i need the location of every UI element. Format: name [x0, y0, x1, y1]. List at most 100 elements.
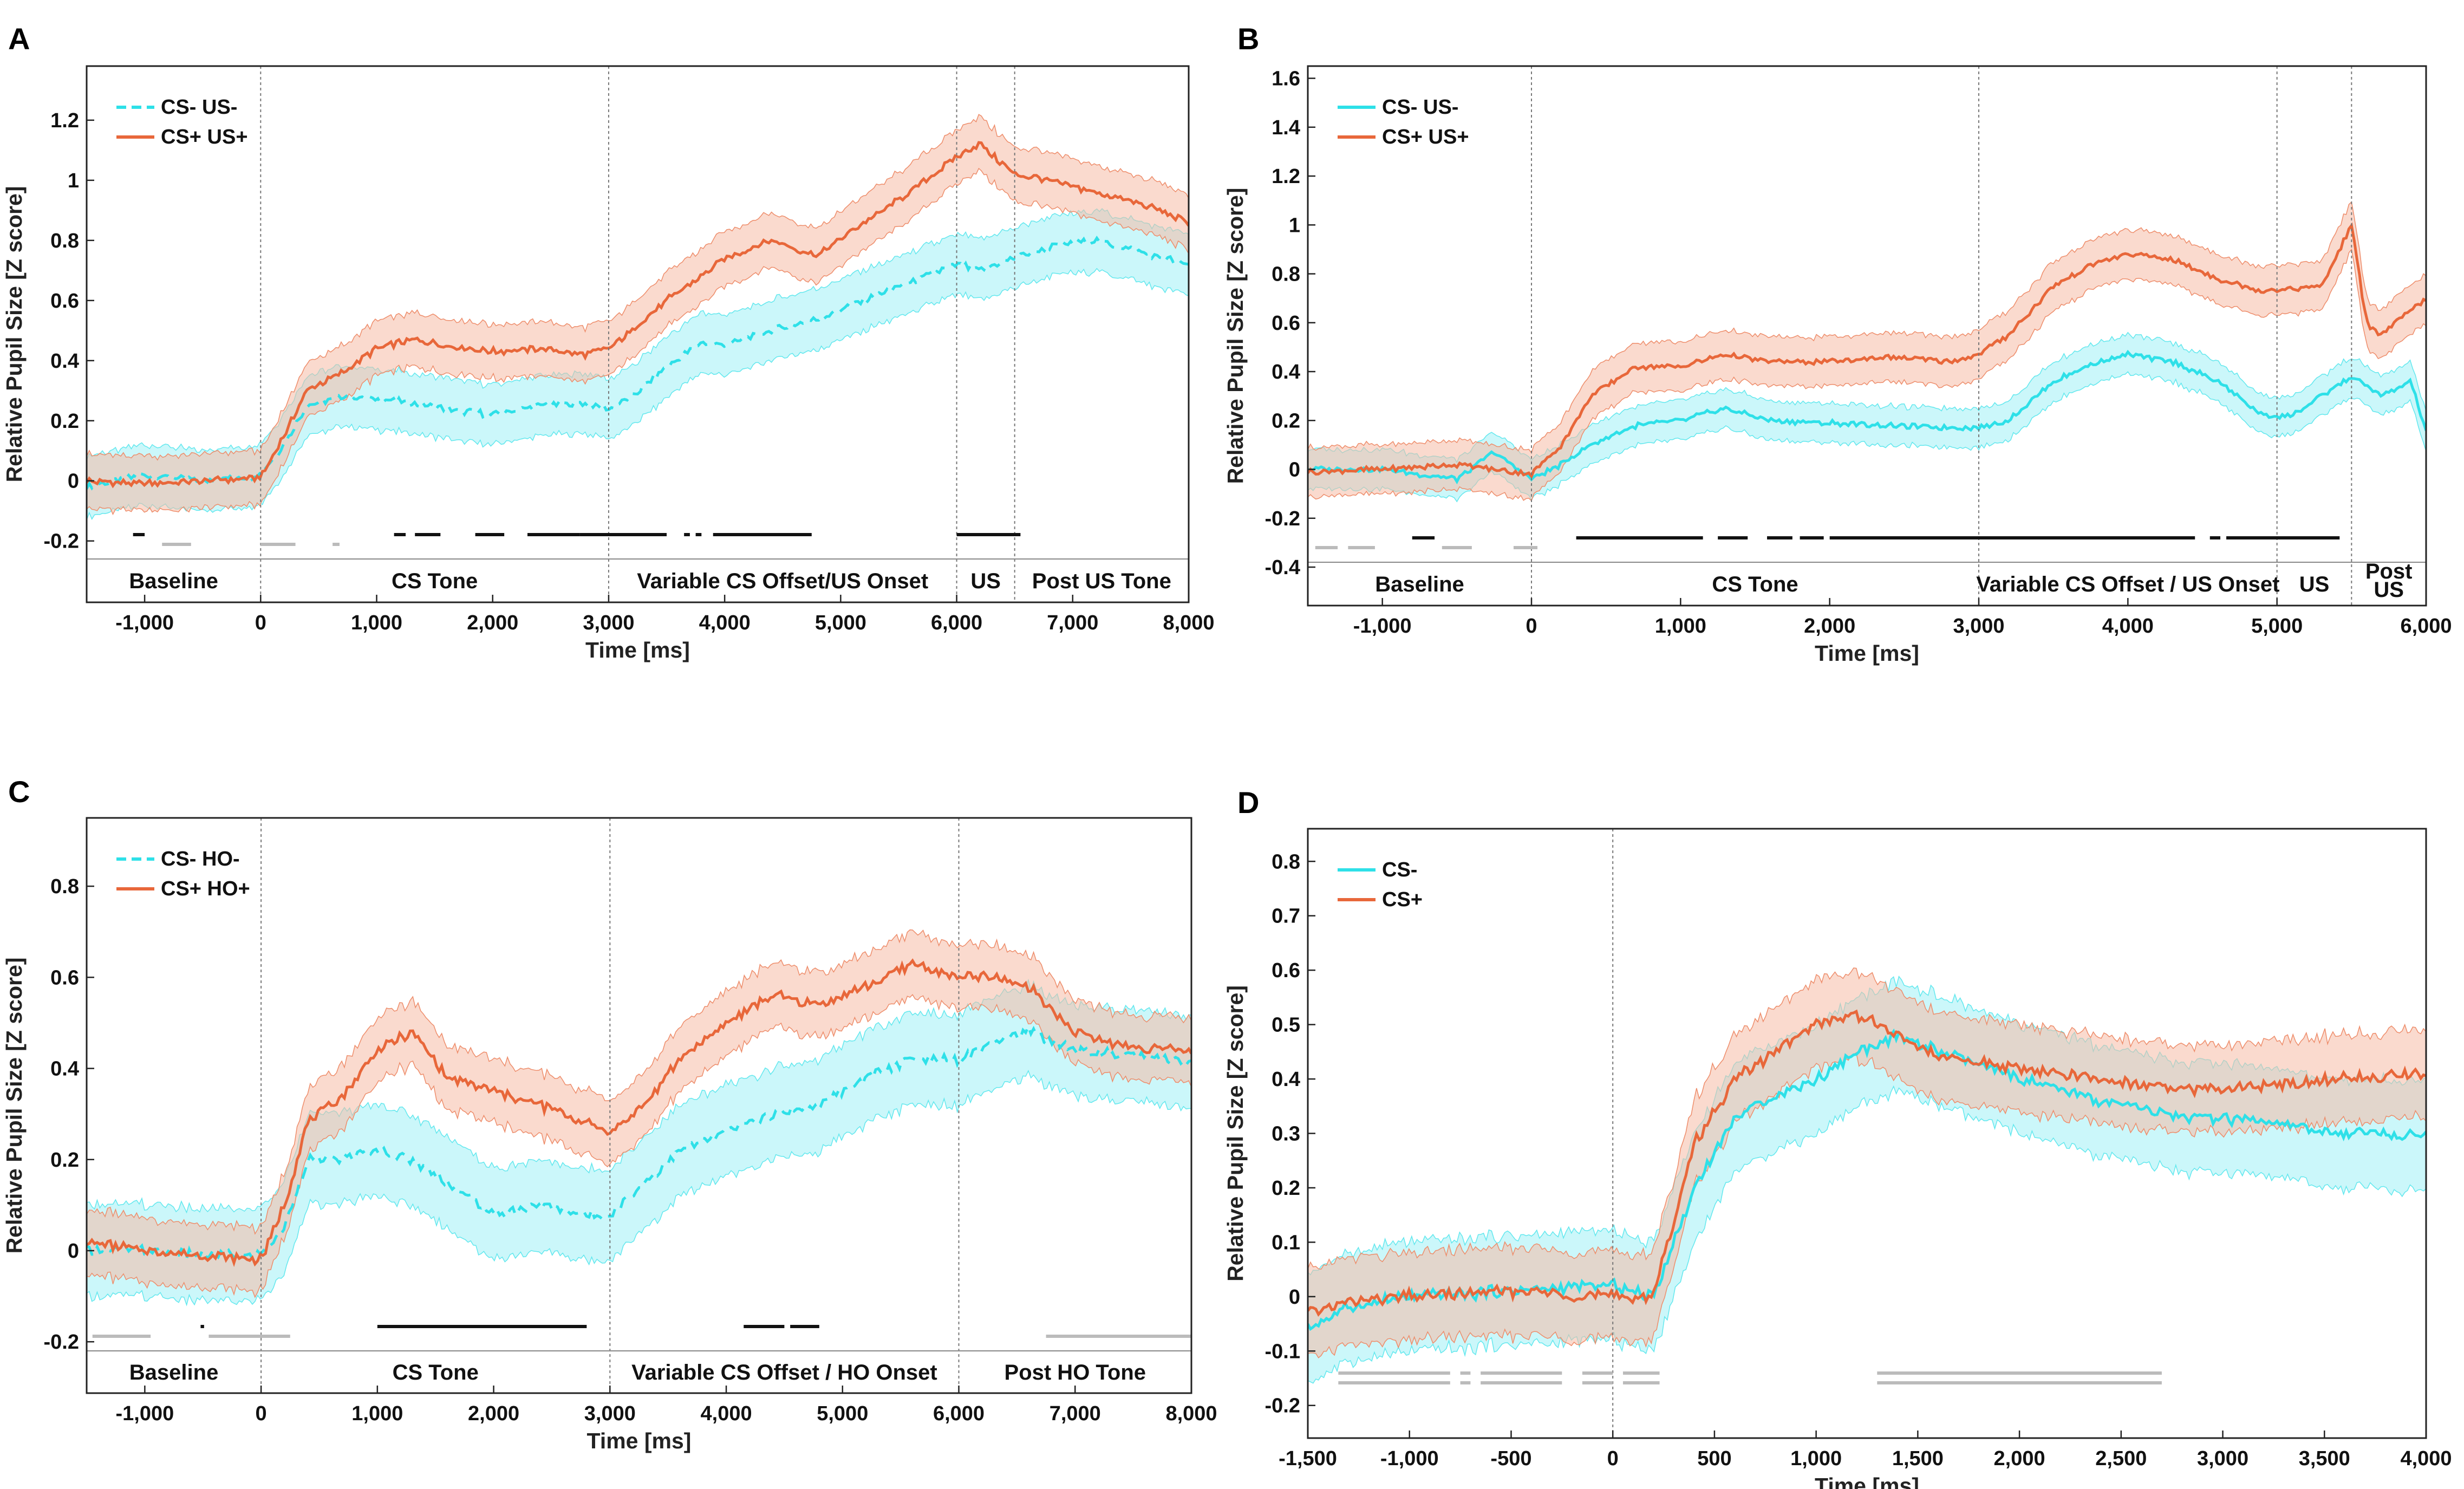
y-tick-label: -0.2 — [44, 1331, 79, 1354]
x-tick-label: 4,000 — [2400, 1447, 2452, 1470]
x-tick-label: 7,000 — [1050, 1402, 1101, 1425]
y-tick-label: 0.4 — [1272, 361, 1300, 383]
x-tick-label: 7,000 — [1047, 612, 1098, 634]
x-tick-label: 0 — [1607, 1447, 1619, 1470]
x-tick-label: 1,000 — [1655, 615, 1706, 638]
axes-frame — [86, 65, 1190, 603]
series-line-cs-ho- — [87, 1022, 1191, 1263]
x-axis-label: Time [ms] — [587, 1428, 692, 1453]
x-tick-label: -1,000 — [115, 1402, 174, 1425]
sem-band-cs- — [1308, 967, 2426, 1358]
phase-label: Variable CS Offset / HO Onset — [631, 1361, 937, 1384]
legend-label: CS- US- — [1382, 96, 1458, 119]
sem-band-cs-us- — [1308, 331, 2426, 503]
x-tick-label: 8,000 — [1165, 1402, 1217, 1425]
series-line-cs-us- — [1308, 349, 2426, 485]
y-tick-label: 1.2 — [50, 109, 79, 132]
axes-frame — [1307, 65, 2427, 607]
legend-label: CS- HO- — [161, 848, 240, 870]
y-tick-label: 0.4 — [50, 1058, 79, 1081]
y-tick-label: 0.2 — [1272, 1177, 1300, 1200]
series-line-cs-ho- — [87, 958, 1191, 1267]
y-tick-label: 1 — [68, 170, 79, 192]
x-tick-label: 2,000 — [1804, 615, 1855, 638]
phase-label: Post HO Tone — [1005, 1361, 1146, 1384]
y-tick-label: 0.8 — [1272, 850, 1300, 873]
y-tick-label: 0.2 — [1272, 409, 1300, 432]
x-tick-label: 0 — [256, 1402, 267, 1425]
panel-letter: D — [1237, 785, 1259, 820]
phase-label: Post — [2365, 560, 2413, 583]
x-tick-label: 5,000 — [815, 612, 866, 634]
x-tick-label: 6,000 — [931, 612, 982, 634]
x-tick-label: 4,000 — [701, 1402, 752, 1425]
x-tick-label: 3,000 — [583, 612, 634, 634]
x-tick-label: 3,500 — [2299, 1447, 2350, 1470]
phase-label: Post US Tone — [1032, 569, 1171, 593]
phase-label: CS Tone — [1712, 573, 1798, 596]
y-tick-label: 0.2 — [50, 410, 79, 433]
x-tick-label: 0 — [1526, 615, 1537, 638]
legend-label: CS- US- — [161, 96, 237, 119]
x-tick-label: 3,000 — [2197, 1447, 2248, 1470]
y-tick-label: 0.8 — [50, 230, 79, 252]
y-tick-label: 0.6 — [50, 966, 79, 989]
phase-label: US — [2299, 573, 2330, 596]
legend-label: CS+ HO+ — [161, 877, 250, 900]
sem-band-cs-us- — [87, 114, 1189, 516]
y-axis-label: Relative Pupil Size [Z score] — [1223, 188, 1248, 484]
x-tick-label: 2,000 — [1994, 1447, 2045, 1470]
x-tick-label: 2,000 — [467, 612, 518, 634]
phase-label: Variable CS Offset / US Onset — [1976, 573, 2279, 596]
y-tick-label: 1.2 — [1272, 165, 1300, 188]
x-tick-label: 4,000 — [2102, 615, 2154, 638]
legend-label: CS- — [1382, 859, 1417, 881]
panel-d: D -0.2 -0.1 0 0.1 0.2 0.3 0.4 0.5 0.6 0.7 0.8 -1,500… — [1223, 785, 2452, 1489]
x-tick-label: 6,000 — [2400, 615, 2452, 638]
series-line-cs-us- — [1308, 222, 2426, 479]
legend-label: CS+ US+ — [161, 126, 248, 148]
x-tick-label: 1,500 — [1892, 1447, 1944, 1470]
x-axis-label: Time [ms] — [585, 638, 690, 662]
panel-a: A Baseline CS Tone Variable CS Offset/US On… — [2, 22, 1215, 662]
phase-label: Baseline — [129, 569, 218, 593]
phase-label: CS Tone — [393, 1361, 479, 1384]
y-tick-label: 0.6 — [1272, 959, 1300, 982]
panel-c: C Baseline CS Tone Variable CS Offset / HO … — [2, 775, 1217, 1453]
x-tick-label: 5,000 — [2251, 615, 2303, 638]
sem-band-cs-us- — [87, 208, 1189, 521]
y-tick-label: 0.4 — [1272, 1068, 1300, 1091]
y-tick-label: 0.8 — [50, 875, 79, 898]
x-tick-label: -1,500 — [1279, 1447, 1337, 1470]
y-tick-label: 0.3 — [1272, 1123, 1300, 1146]
y-tick-label: 0 — [68, 1240, 79, 1263]
x-tick-label: 1,000 — [1790, 1447, 1842, 1470]
y-tick-label: 0.8 — [1272, 263, 1300, 286]
y-tick-label: 1.6 — [1272, 68, 1300, 90]
x-tick-label: 8,000 — [1163, 612, 1214, 634]
y-tick-label: 0.6 — [50, 290, 79, 313]
x-tick-label: 1,000 — [351, 1402, 403, 1425]
y-tick-label: 0 — [68, 470, 79, 493]
y-tick-label: -0.4 — [1265, 556, 1300, 579]
x-tick-label: -1,000 — [115, 612, 174, 634]
x-tick-label: -1,000 — [1380, 1447, 1439, 1470]
plot-area — [1308, 201, 2426, 503]
sem-band-cs-us- — [1308, 201, 2426, 502]
plot-area — [1308, 967, 2426, 1384]
series-line-cs-us- — [87, 141, 1189, 489]
phase-label: US — [970, 569, 1001, 593]
plot-area — [87, 114, 1189, 521]
y-tick-label: 1 — [1289, 214, 1300, 237]
x-tick-label: 1,000 — [351, 612, 402, 634]
panel-letter: A — [8, 22, 30, 56]
y-tick-label: 0.5 — [1272, 1014, 1300, 1037]
axes-frame — [86, 817, 1192, 1394]
x-tick-label: -500 — [1490, 1447, 1531, 1470]
x-tick-label: 0 — [255, 612, 266, 634]
x-tick-label: -1,000 — [1353, 615, 1412, 638]
phase-label: CS Tone — [392, 569, 478, 593]
y-tick-label: 0 — [1289, 459, 1300, 482]
x-tick-label: 3,000 — [584, 1402, 636, 1425]
